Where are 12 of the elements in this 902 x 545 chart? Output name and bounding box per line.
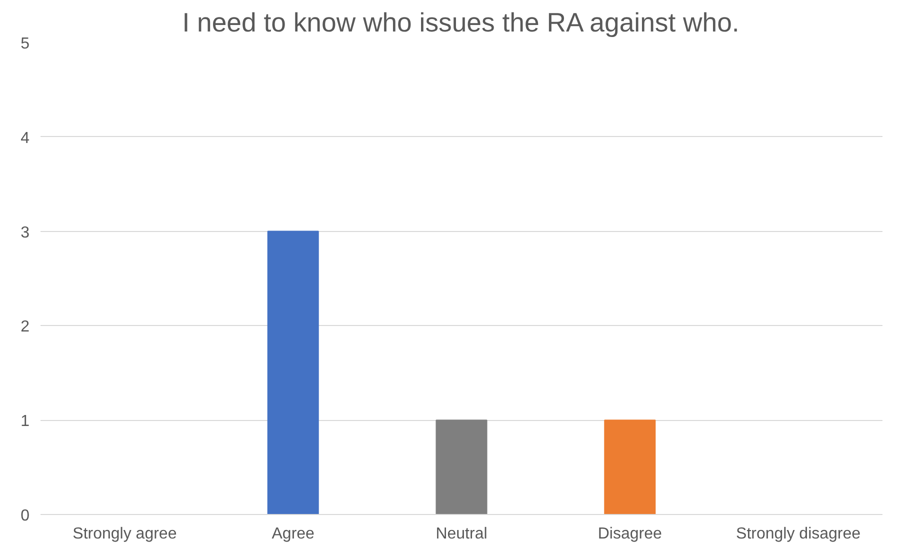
y-tick-label: 4 xyxy=(20,130,30,147)
x-tick-label: Disagree xyxy=(598,526,662,542)
chart-title: I need to know who issues the RA against who. xyxy=(182,8,740,38)
y-tick-label: 3 xyxy=(20,224,30,242)
y-tick-label: 2 xyxy=(20,318,30,336)
x-tick-label: Neutral xyxy=(436,526,488,542)
x-tick-label: Strongly agree xyxy=(72,526,177,542)
y-tick-label: 5 xyxy=(20,36,30,52)
x-tick-label: Agree xyxy=(272,526,315,542)
y-tick-label: 0 xyxy=(20,508,30,524)
x-tick-label: Strongly disagree xyxy=(736,526,861,542)
y-tick-label: 1 xyxy=(20,413,30,430)
